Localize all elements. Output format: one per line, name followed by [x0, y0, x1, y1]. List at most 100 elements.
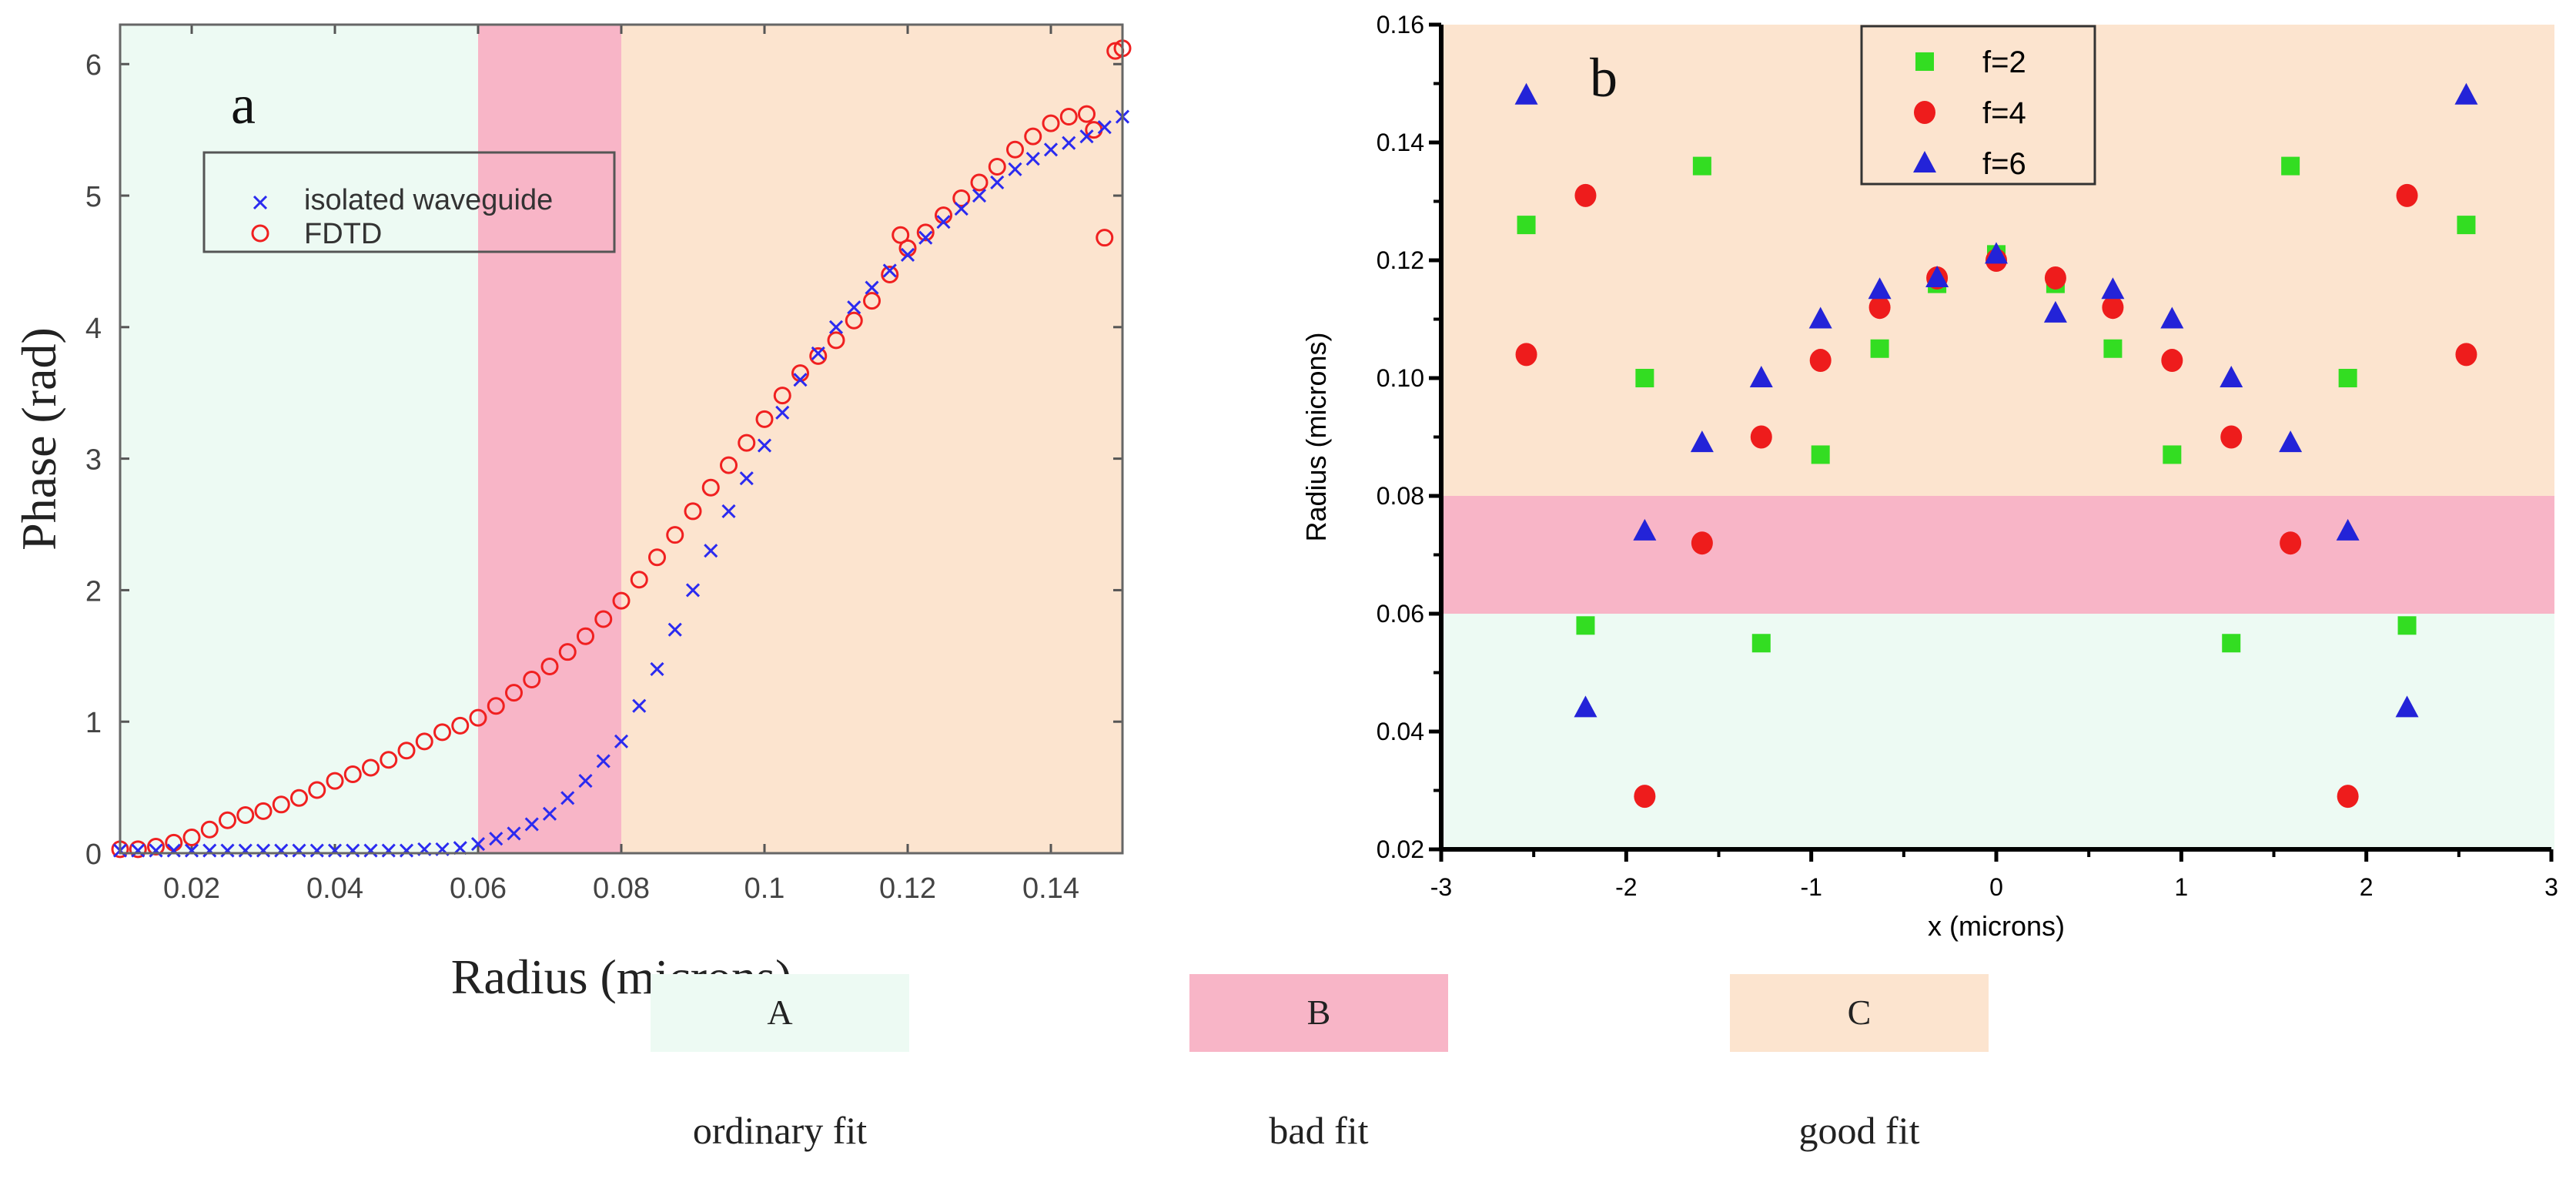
y-tick-label: 0.02	[1377, 835, 1424, 863]
point-f6	[1808, 306, 1832, 329]
isolated-waveguide-point	[900, 247, 915, 262]
point-f4	[2396, 183, 2418, 207]
fdtd-point	[1006, 140, 1024, 159]
x-tick-label: 0.12	[879, 872, 936, 905]
fdtd-point	[362, 758, 380, 777]
fdtd-point	[1059, 108, 1078, 126]
isolated-waveguide-point	[757, 438, 772, 453]
isolated-waveguide-point	[793, 373, 808, 387]
fdtd-point	[845, 311, 863, 330]
fdtd-point	[988, 157, 1006, 176]
isolated-waveguide-point	[309, 843, 324, 858]
isolated-waveguide-point	[507, 826, 521, 841]
point-f2	[2163, 445, 2182, 464]
isolated-waveguide-point	[1062, 136, 1076, 150]
point-f6	[2101, 277, 2125, 300]
fdtd-point	[469, 708, 487, 727]
isolated-waveguide-point	[1025, 152, 1040, 166]
isolated-waveguide-point	[954, 202, 969, 216]
x-tick-label: -1	[1800, 873, 1822, 901]
point-f2	[2397, 616, 2417, 635]
point-f4	[1634, 785, 1656, 809]
y-tick-label: 0.10	[1377, 364, 1424, 392]
y-tick-label: 5	[85, 181, 102, 213]
isolated-waveguide-point	[363, 843, 378, 858]
x-tick-label: 0.02	[163, 872, 220, 905]
y-tick-label: 0.06	[1377, 600, 1424, 628]
isolated-waveguide-point	[704, 544, 718, 558]
point-f6	[1574, 695, 1597, 718]
plot-frame	[119, 23, 1124, 855]
fdtd-point	[594, 610, 613, 628]
fdtd-point	[182, 829, 201, 847]
panel-label: b	[1590, 47, 1618, 109]
fdtd-point	[892, 226, 910, 244]
fdtd-point	[648, 548, 666, 567]
legend-marker-triangle-icon	[1913, 151, 1936, 172]
legend-label: f=6	[1982, 147, 2026, 181]
isolated-waveguide-point	[614, 734, 629, 748]
x-axis-label: x (microns)	[1928, 910, 2065, 942]
fdtd-point	[1078, 105, 1096, 123]
fdtd-point	[809, 347, 828, 365]
isolated-waveguide-point	[1008, 162, 1022, 176]
fdtd-point	[916, 223, 935, 242]
fdtd-point	[236, 805, 255, 824]
isolated-waveguide-point	[650, 661, 664, 676]
fdtd-point	[433, 723, 451, 742]
legend-marker-circle-icon	[1914, 101, 1935, 124]
fdtd-point	[558, 643, 577, 661]
fdtd-point	[1096, 229, 1114, 247]
isolated-waveguide-point	[346, 843, 360, 858]
region-description: good fit	[1799, 1109, 1920, 1152]
isolated-waveguide-point	[685, 583, 701, 598]
legend-label: f=4	[1982, 96, 2026, 130]
fdtd-point	[415, 732, 433, 751]
legend-box	[202, 151, 616, 253]
point-f6	[2336, 518, 2360, 541]
fdtd-point	[272, 795, 290, 814]
y-tick-label: 4	[85, 313, 102, 345]
legend-marker-x-icon	[253, 195, 268, 210]
isolated-waveguide-point	[578, 773, 593, 789]
fdtd-point	[970, 173, 989, 192]
fdtd-point	[380, 751, 398, 769]
point-f4	[2280, 531, 2302, 555]
y-tick-label: 0.12	[1377, 246, 1424, 274]
isolated-waveguide-point	[542, 806, 557, 821]
point-f2	[1517, 216, 1536, 235]
isolated-waveguide-point	[489, 832, 503, 846]
isolated-waveguide-point	[256, 843, 271, 858]
isolated-waveguide-point	[632, 698, 647, 713]
point-f4	[2102, 296, 2124, 320]
legend-label: isolated waveguide	[304, 184, 553, 216]
fdtd-point	[487, 697, 505, 715]
y-tick-label: 0	[85, 839, 102, 871]
x-tick-label: 0.04	[306, 872, 363, 905]
region-b	[478, 25, 621, 853]
point-f6	[1868, 277, 1892, 300]
legend: f=2 f=4 f=6	[1860, 25, 2096, 186]
isolated-waveguide-point	[184, 843, 199, 858]
point-f6	[2220, 366, 2243, 387]
point-f6	[1690, 430, 1714, 453]
isolated-waveguide-point	[1043, 142, 1059, 157]
isolated-waveguide-point	[847, 300, 861, 315]
isolated-waveguide-point	[470, 836, 486, 852]
fdtd-point	[540, 657, 559, 675]
fdtd-point	[1024, 127, 1042, 146]
region-description: bad fit	[1269, 1109, 1368, 1152]
fdtd-point	[630, 571, 648, 589]
point-f2	[1870, 339, 1889, 358]
isolated-waveguide-point	[811, 346, 825, 361]
panel-label: a	[231, 74, 256, 136]
fdtd-point	[1042, 114, 1060, 132]
fdtd-point	[129, 840, 147, 859]
legend-marker-square-icon	[1915, 52, 1934, 71]
fdtd-point	[701, 478, 720, 497]
point-f2	[2338, 369, 2357, 387]
point-f6	[1985, 242, 2008, 264]
fdtd-point	[254, 802, 273, 820]
